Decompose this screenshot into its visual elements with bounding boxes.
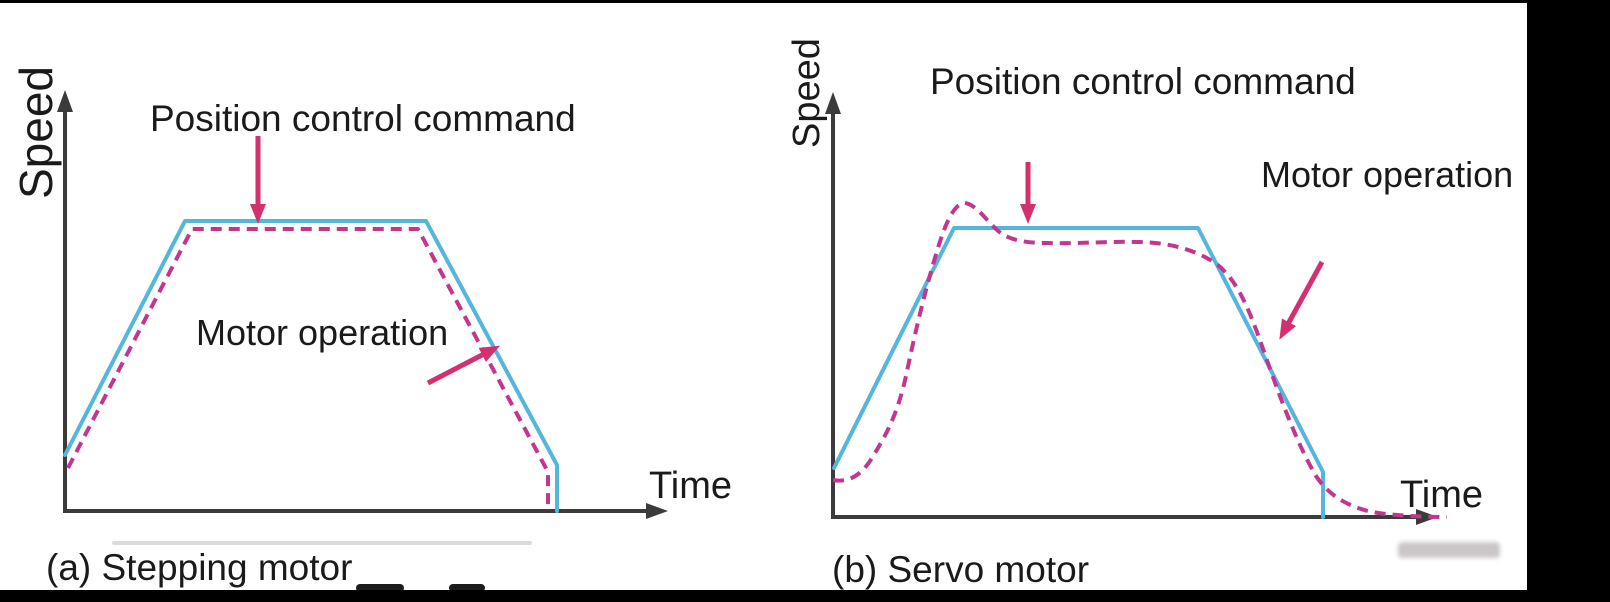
chart-caption: (a) Stepping motor: [46, 547, 353, 588]
frame-edge-bottom: [0, 590, 1610, 602]
command-annotation: Position control command: [930, 61, 1356, 102]
command-annotation: Position control command: [150, 98, 576, 139]
operation-annotation: Motor operation: [196, 312, 449, 353]
command-line: [832, 226, 1325, 519]
cropped-text-artifact: [449, 584, 485, 592]
command-line: [63, 219, 559, 513]
x-axis-label: Time: [1400, 474, 1484, 516]
chart-a-stepping-motor: [57, 90, 668, 519]
cropped-text-artifact: [112, 541, 532, 545]
operation-line: [66, 227, 550, 511]
chart-b-servo-motor: [825, 92, 1448, 525]
chart-caption: (b) Servo motor: [832, 549, 1090, 590]
frame-edge-top: [0, 0, 1610, 3]
operation-line: [832, 201, 1448, 519]
operation-pointer-arrow-icon: [1279, 260, 1325, 340]
y-axis-label: Speed: [10, 65, 62, 199]
frame-edge-right: [1527, 0, 1610, 602]
operation-pointer-arrow-icon: [426, 345, 500, 386]
operation-annotation: Motor operation: [1261, 154, 1514, 195]
cropped-text-artifact: [1398, 542, 1500, 558]
cropped-text-artifact: [356, 584, 404, 592]
x-axis-label: Time: [649, 465, 733, 507]
y-axis-label: Speed: [786, 38, 828, 148]
